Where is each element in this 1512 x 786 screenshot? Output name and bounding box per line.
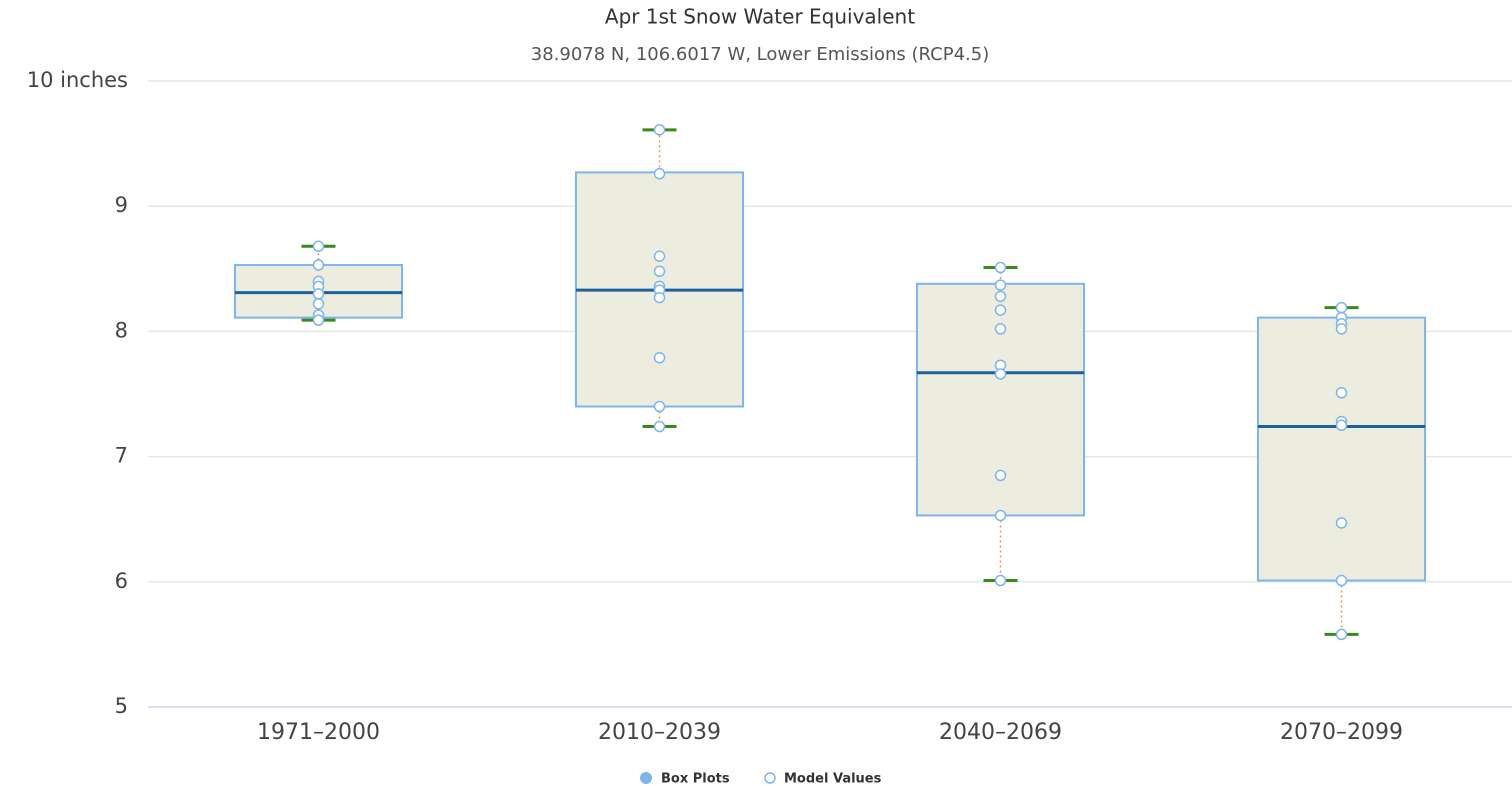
- model-point: [653, 250, 666, 263]
- model-point: [312, 288, 325, 300]
- y-tick-label: 6: [115, 569, 128, 593]
- model-point: [994, 574, 1007, 587]
- x-tick-label: 2010–2039: [598, 720, 721, 745]
- model-point: [312, 314, 325, 326]
- y-tick-label: 9: [115, 193, 128, 217]
- legend-marker: [764, 772, 776, 784]
- y-tick-label: 10 inches: [27, 68, 128, 92]
- y-tick-label: 8: [115, 318, 128, 342]
- model-point: [653, 291, 666, 304]
- model-point: [653, 400, 666, 413]
- model-point: [1335, 628, 1348, 641]
- model-point: [653, 265, 666, 278]
- legend-label: Model Values: [784, 772, 882, 786]
- model-point: [1335, 301, 1348, 314]
- x-tick-label: 1971–2000: [257, 720, 380, 745]
- model-point: [994, 368, 1007, 380]
- model-point: [653, 124, 666, 136]
- model-point: [653, 351, 666, 364]
- model-point: [312, 298, 325, 310]
- y-tick-label: 7: [115, 444, 128, 468]
- model-point: [1335, 419, 1348, 432]
- model-point: [994, 261, 1007, 274]
- model-point: [994, 323, 1007, 335]
- model-point: [312, 240, 325, 253]
- model-point: [1335, 386, 1348, 399]
- model-point: [312, 259, 325, 271]
- chart-title: Apr 1st Snow Water Equivalent: [605, 5, 915, 29]
- legend-label: Box Plots: [661, 772, 730, 786]
- model-point: [994, 279, 1007, 291]
- model-point: [994, 304, 1007, 316]
- model-point: [994, 509, 1007, 522]
- model-point: [1335, 517, 1348, 529]
- legend-marker: [640, 772, 652, 784]
- model-point: [1335, 574, 1348, 587]
- y-tick-label: 5: [115, 694, 128, 718]
- box: [1256, 316, 1427, 582]
- model-point: [653, 167, 666, 180]
- chart-subtitle: 38.9078 N, 106.6017 W, Lower Emissions (…: [531, 44, 989, 65]
- model-point: [994, 469, 1007, 482]
- x-tick-label: 2070–2099: [1280, 720, 1403, 745]
- model-point: [994, 290, 1007, 303]
- x-tick-label: 2040–2069: [939, 720, 1062, 745]
- model-point: [1335, 323, 1348, 335]
- model-point: [653, 420, 666, 433]
